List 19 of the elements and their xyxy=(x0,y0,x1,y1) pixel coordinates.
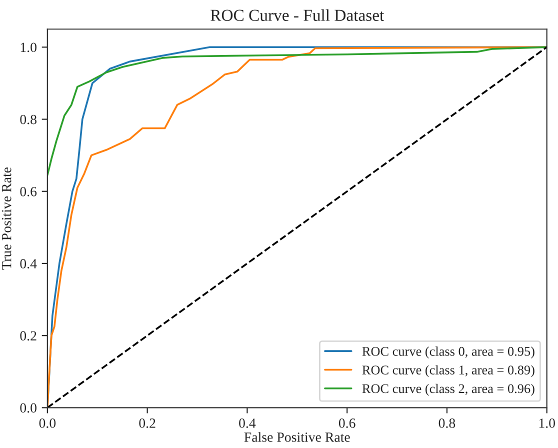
x-tick-label: 0.8 xyxy=(438,418,456,428)
legend-label: ROC curve (class 0, area = 0.95) xyxy=(362,346,534,359)
x-tick-label: 0.6 xyxy=(338,418,356,428)
y-axis-title: True Positive Rate xyxy=(2,167,12,270)
x-axis-title: False Positive Rate xyxy=(244,432,350,442)
legend-label: ROC curve (class 1, area = 0.89) xyxy=(362,365,534,378)
y-tick-label: 0.8 xyxy=(20,114,36,124)
y-tick-label: 0.6 xyxy=(20,186,37,196)
x-tick-label: 0.4 xyxy=(239,418,256,428)
x-tick-label: 1.0 xyxy=(539,418,555,428)
legend-label: ROC curve (class 2, area = 0.96) xyxy=(362,384,534,396)
x-tick-label: 0.2 xyxy=(139,418,156,428)
y-tick-label: 0.4 xyxy=(20,259,37,268)
y-tick-label: 1.0 xyxy=(20,42,36,52)
x-tick-label: 0.0 xyxy=(39,418,56,428)
line-series xyxy=(47,46,547,176)
y-tick-label: 0.0 xyxy=(20,403,36,413)
y-tick-label: 0.2 xyxy=(20,331,36,341)
chart-title: ROC Curve - Full Dataset xyxy=(210,9,384,21)
